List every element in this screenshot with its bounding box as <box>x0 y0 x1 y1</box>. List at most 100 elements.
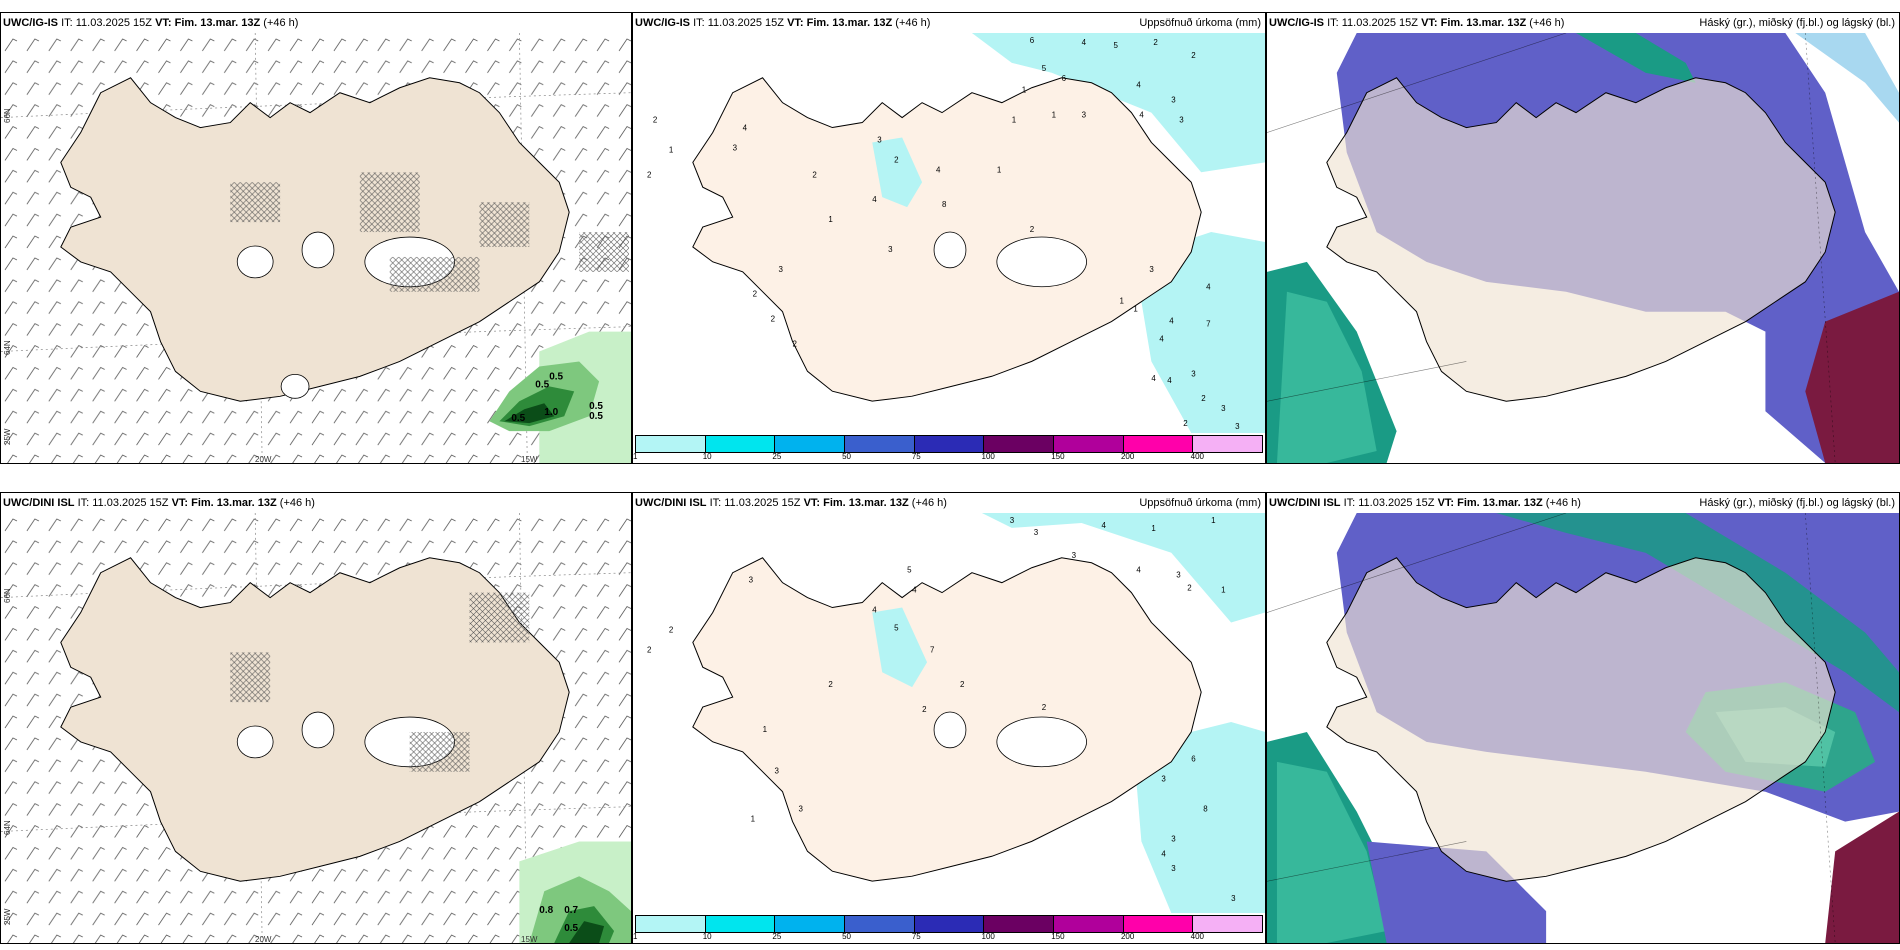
precip-map: 6 4 5 2 2 1 5 6 4 3 1 1 3 4 3 2 1 2 4 3 <box>633 33 1265 433</box>
wind-value: 1.0 <box>544 407 558 418</box>
colorbar-swatch <box>1193 916 1263 932</box>
colorbar-swatch <box>1123 916 1194 932</box>
model-name: UWC/DINI ISL <box>1269 497 1341 509</box>
precip-map-panel-top: UWC/IG-IS IT: 11.03.2025 15Z VT: Fim. 13… <box>632 12 1266 464</box>
precip-value: 3 <box>877 135 882 144</box>
model-name: UWC/IG-IS <box>635 17 690 29</box>
colorbar-swatch <box>775 916 846 932</box>
colorbar-label: 200 <box>1120 452 1135 461</box>
precip-value: 2 <box>647 645 652 654</box>
colorbar-swatch <box>1123 436 1194 452</box>
precip-value: 2 <box>1201 394 1206 403</box>
precip-value: 7 <box>1206 320 1211 329</box>
precip-value: 4 <box>1159 334 1164 343</box>
precip-value: 4 <box>936 165 941 174</box>
map-area: 0.5 0.5 1.0 0.5 0.5 0.5 <box>1 33 631 463</box>
colorbar-label: 10 <box>702 932 712 941</box>
precip-values: 3 3 4 1 1 3 5 4 3 2 1 3 2 4 4 5 7 2 2 2 <box>647 516 1236 903</box>
axis-lat: 66N <box>3 588 12 603</box>
precip-value: 1 <box>669 145 674 154</box>
vt-value: Fim. 13.mar. 13Z <box>174 17 261 29</box>
colorbar-label: 75 <box>911 932 921 941</box>
cloud-high-area <box>1576 33 1696 83</box>
vt-value: Fim. 13.mar. 13Z <box>1457 497 1543 509</box>
model-name: UWC/IG-IS <box>3 17 58 29</box>
axis-lat: 64N <box>3 820 12 835</box>
precip-value: 3 <box>1010 516 1015 525</box>
precip-colorbar: 1 10 25 50 75 100 150 200 400 <box>633 433 1265 463</box>
precip-value: 5 <box>894 623 899 632</box>
colorbar-swatch <box>636 436 706 452</box>
wind-map: 0.8 0.7 0.5 <box>1 513 631 943</box>
panel-header: UWC/DINI ISL IT: 11.03.2025 15Z VT: Fim.… <box>633 493 1265 513</box>
precip-value: 2 <box>894 155 899 164</box>
it-value: 11.03.2025 15Z <box>724 497 801 509</box>
precip-value: 1 <box>1022 86 1027 95</box>
lead-time: (+46 h) <box>911 497 947 509</box>
wind-value: 0.5 <box>535 379 549 390</box>
precip-value: 2 <box>653 116 658 125</box>
colorbar-swatch <box>705 436 776 452</box>
vt-label: VT: <box>1421 17 1438 29</box>
precip-sea-area <box>1141 232 1265 433</box>
it-label: IT: <box>709 497 722 509</box>
precip-value: 8 <box>942 200 947 209</box>
precip-value: 3 <box>888 245 893 254</box>
axis-lon: 20W <box>255 455 272 464</box>
lead-time: (+46 h) <box>895 17 931 29</box>
vt-label: VT: <box>155 17 172 29</box>
map-area: 6 4 5 2 2 1 5 6 4 3 1 1 3 4 3 2 1 2 4 3 <box>633 33 1265 433</box>
lead-time: (+46 h) <box>1529 17 1565 29</box>
precip-value: 3 <box>798 805 803 814</box>
colorbar-swatches <box>635 915 1263 933</box>
panel-title: Uppsöfnuð úrkoma (mm) <box>1139 17 1261 29</box>
vt-value: Fim. 13.mar. 13Z <box>191 497 277 509</box>
colorbar-label: 100 <box>981 452 995 461</box>
colorbar-labels: 1 10 25 50 75 100 150 200 400 <box>633 932 1263 942</box>
precip-value: 2 <box>771 315 776 324</box>
precip-value: 4 <box>1151 374 1156 383</box>
cloud-map <box>1267 33 1899 463</box>
precip-value: 5 <box>1042 64 1047 73</box>
precip-value: 3 <box>1082 111 1087 120</box>
model-name: UWC/DINI ISL <box>635 497 707 509</box>
colorbar-swatch <box>984 436 1055 452</box>
model-name: UWC/DINI ISL <box>3 497 75 509</box>
it-label: IT: <box>61 17 73 29</box>
precip-value: 1 <box>763 725 768 734</box>
precip-value: 2 <box>1183 419 1188 428</box>
axis-lon: 25W <box>3 908 12 925</box>
panel-header: UWC/DINI ISL IT: 11.03.2025 15Z VT: Fim.… <box>1 493 631 513</box>
map-area <box>1267 33 1899 463</box>
axis-lon: 20W <box>255 935 272 944</box>
precip-value: 3 <box>733 143 738 152</box>
iceland-landmass <box>1326 557 1836 882</box>
colorbar-label: 150 <box>1051 452 1065 461</box>
cloud-high-area <box>1795 33 1899 123</box>
precip-value: 2 <box>753 290 758 299</box>
colorbar-swatch <box>1054 916 1124 932</box>
precip-value: 3 <box>1149 265 1154 274</box>
colorbar-label: 100 <box>981 932 995 941</box>
cloud-low-area <box>1825 811 1899 943</box>
colorbar-label: 400 <box>1190 932 1205 941</box>
precip-value: 3 <box>1072 551 1077 560</box>
colorbar-swatch <box>636 916 706 932</box>
colorbar-label: 1 <box>633 932 638 941</box>
precip-value: 4 <box>1136 81 1141 90</box>
panel-title: Háský (gr.), miðský (fj.bl.) og lágský (… <box>1699 497 1895 509</box>
map-area: 3 3 4 1 1 3 5 4 3 2 1 3 2 4 4 5 7 2 2 2 <box>633 513 1265 913</box>
precip-value: 1 <box>1221 586 1226 595</box>
precip-value: 4 <box>1167 376 1172 385</box>
precip-value: 1 <box>1119 297 1124 306</box>
precip-value: 5 <box>907 566 912 575</box>
it-value: 11.03.2025 15Z <box>1358 497 1435 509</box>
colorbar-label: 25 <box>772 452 782 461</box>
map-area <box>1267 513 1899 943</box>
precip-value: 1 <box>1012 116 1017 125</box>
colorbar-label: 50 <box>842 932 852 941</box>
precip-value: 2 <box>812 170 817 179</box>
precip-value: 2 <box>669 625 674 634</box>
precip-value: 6 <box>1191 755 1196 764</box>
precip-value: 5 <box>1113 41 1118 50</box>
